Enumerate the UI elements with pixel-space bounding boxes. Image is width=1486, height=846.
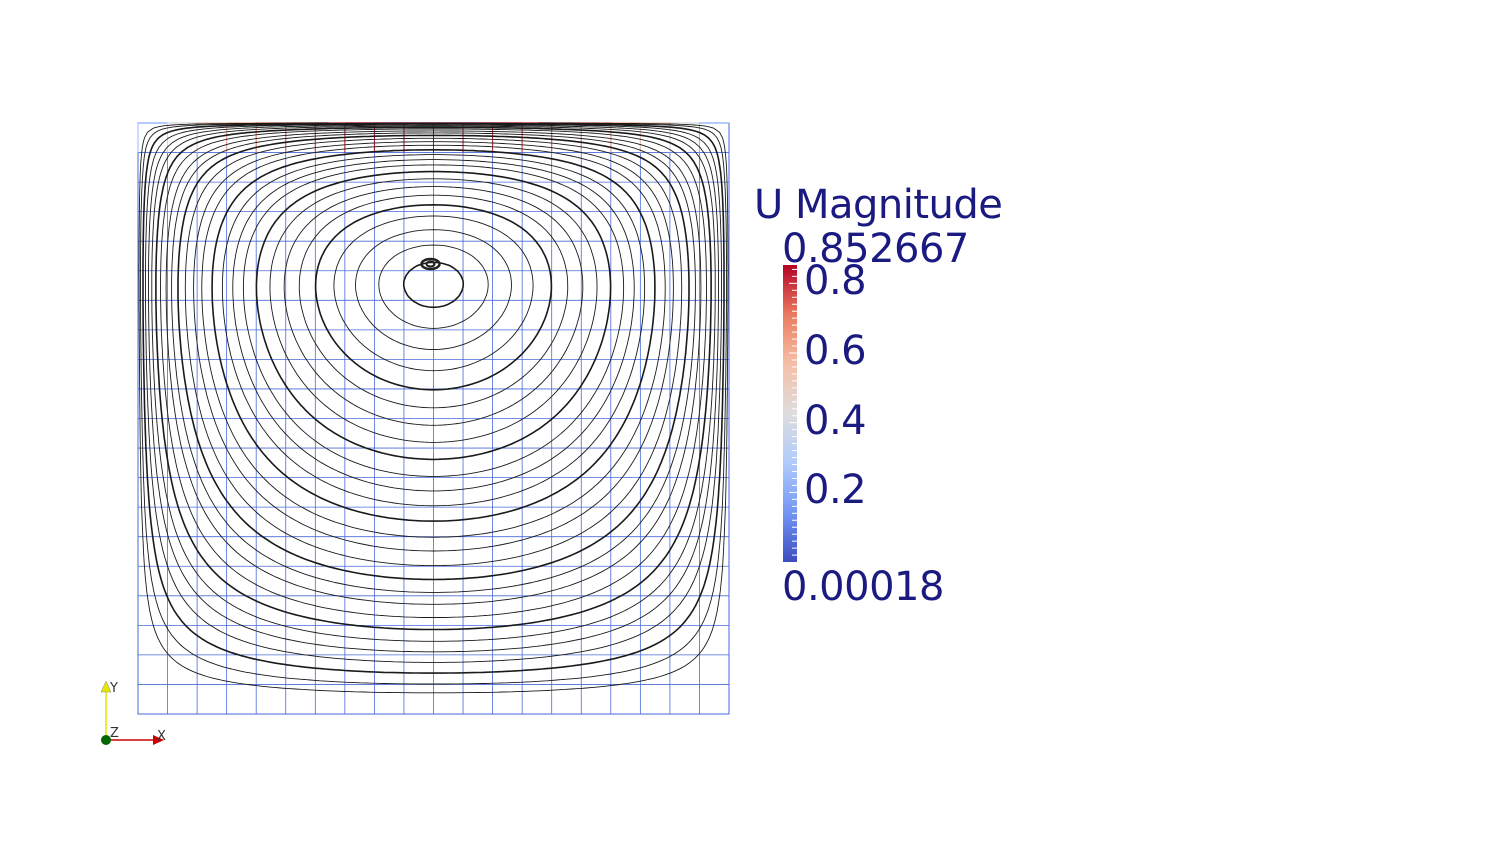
streamline	[378, 244, 489, 329]
streamline	[155, 126, 712, 631]
colorbar	[783, 265, 797, 562]
streamline	[221, 154, 646, 507]
streamline	[140, 122, 727, 685]
streamline	[298, 194, 569, 409]
z-axis-dot-icon	[101, 735, 111, 745]
streamline	[211, 149, 656, 522]
z-axis-label: Z	[110, 726, 119, 741]
streamline	[242, 164, 625, 477]
streamline	[355, 229, 512, 351]
streamline	[165, 130, 702, 605]
y-axis-label: Y	[109, 681, 118, 696]
streamline	[160, 128, 707, 618]
y-axis-arrow-icon	[100, 680, 112, 693]
streamline	[184, 137, 683, 567]
colorbar-ticks	[789, 268, 797, 556]
colorbar-tick-label: 0.6	[804, 328, 867, 375]
x-axis-arrow-icon	[153, 735, 164, 745]
orientation-axes: Y Z X	[100, 680, 166, 745]
streamline	[142, 122, 725, 674]
streamlines	[138, 122, 729, 694]
streamline	[171, 132, 696, 593]
colorbar-tick-label: 0.8	[804, 258, 867, 305]
streamline	[193, 141, 674, 552]
streamline	[255, 170, 612, 461]
colorbar-tick-label: 0.4	[804, 397, 867, 444]
streamline	[283, 186, 584, 426]
streamline	[201, 144, 666, 538]
streamline	[138, 122, 729, 694]
colorbar-title: U Magnitude	[754, 182, 1003, 228]
colorbar-tick-label: 0.2	[804, 467, 867, 514]
streamline	[314, 204, 553, 391]
x-axis-label: X	[157, 729, 166, 744]
streamline	[177, 134, 690, 581]
streamline	[333, 215, 534, 372]
streamline	[269, 178, 598, 443]
mesh-grid	[137, 122, 730, 715]
colorbar-max-label: 0.852667	[782, 226, 969, 272]
colorbar-min-label: 0.00018	[782, 564, 944, 610]
streamline	[232, 159, 635, 492]
streamline	[151, 125, 716, 642]
streamline	[148, 124, 719, 653]
vortex-core	[420, 257, 441, 271]
vortex-core	[425, 260, 436, 268]
colorbar-gradient	[783, 265, 797, 562]
